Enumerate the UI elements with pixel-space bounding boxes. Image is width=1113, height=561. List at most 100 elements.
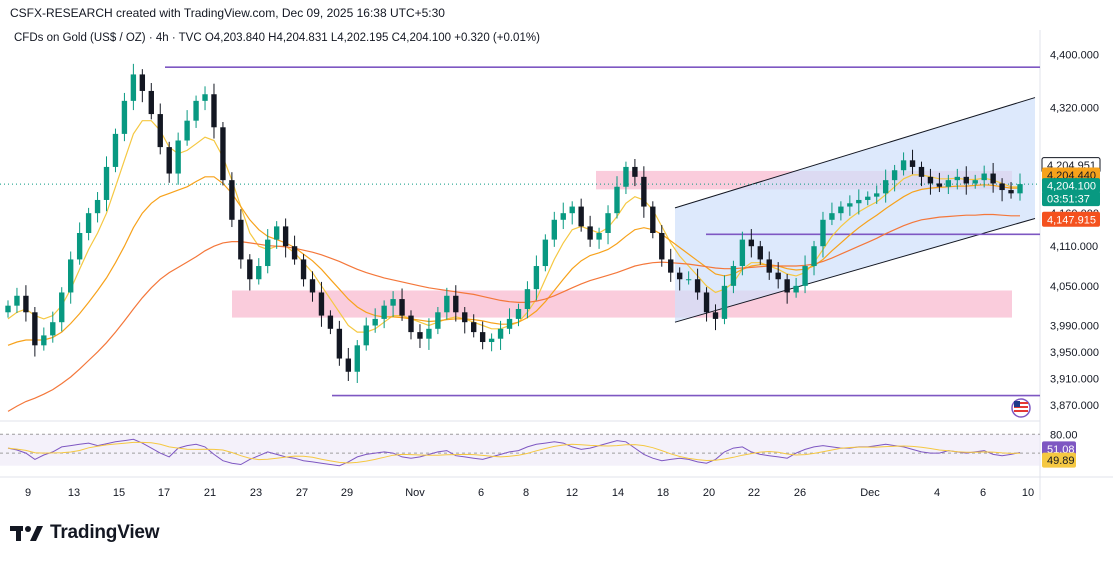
brand-name: TradingView — [50, 522, 160, 543]
candle-body — [256, 266, 262, 280]
candle-body — [94, 199, 101, 214]
rsi-value-tag — [1042, 441, 1076, 457]
candle-body — [856, 199, 862, 204]
candle-body — [157, 114, 163, 148]
ma-slow-line — [7, 213, 1020, 412]
candle-body — [291, 246, 298, 260]
candle-body — [909, 160, 916, 167]
candle-body — [623, 166, 629, 187]
x-tick-label: Dec — [860, 487, 880, 499]
price-tag-countdown — [1042, 191, 1100, 207]
candle-body — [139, 74, 146, 91]
candle-body — [542, 239, 549, 267]
x-tick-label: 22 — [748, 487, 760, 499]
candle-body — [265, 239, 271, 267]
candle-body — [193, 100, 199, 121]
candle-body — [847, 203, 853, 207]
candle-body — [23, 295, 29, 313]
x-tick-label: 14 — [612, 487, 624, 499]
rsi-ma-tag — [1042, 452, 1076, 468]
ma-mid-line — [7, 176, 1020, 346]
candle-body — [184, 120, 190, 141]
candle-body — [784, 279, 790, 293]
candle-body — [793, 285, 799, 293]
candle-body — [211, 94, 217, 128]
us-flag-icon[interactable] — [1011, 398, 1031, 418]
candle-body — [945, 180, 952, 187]
candle-body — [659, 233, 665, 260]
candle-body — [918, 166, 925, 177]
x-tick-label: 15 — [113, 487, 125, 499]
candle-body — [730, 266, 737, 286]
x-tick-label: 20 — [703, 487, 715, 499]
candle-body — [336, 328, 343, 359]
x-tick-label: 6 — [478, 487, 484, 499]
candle-body — [569, 206, 575, 214]
channel-fill — [675, 97, 1035, 323]
candle-body — [497, 328, 504, 339]
x-tick-label: 29 — [341, 487, 353, 499]
y-tick-label: 4,400.000 — [1050, 50, 1099, 62]
channel-lower-line — [674, 217, 1036, 323]
candle-body — [121, 100, 128, 134]
y-tick-label: 3,870.000 — [1050, 400, 1099, 412]
candle-body — [882, 180, 889, 194]
candle-body — [999, 183, 1005, 191]
candle-body — [766, 259, 772, 273]
chart-header: CSFX-RESEARCH created with TradingView.c… — [10, 6, 445, 20]
candle-body — [954, 176, 960, 181]
x-tick-label: Nov — [405, 487, 425, 499]
symbol-ohlc-line: CFDs on Gold (US$ / OZ) · 4h · TVC O4,20… — [14, 32, 540, 44]
tradingview-brand: TradingView — [10, 522, 160, 544]
candle-body — [238, 219, 244, 260]
candle-body — [300, 259, 307, 280]
x-tick-label: 4 — [934, 487, 940, 499]
candle-body — [273, 226, 280, 240]
candle-body — [685, 279, 692, 281]
candle-body — [247, 259, 253, 280]
y-tick-label: 4,320.000 — [1050, 102, 1099, 114]
candle-body — [829, 213, 835, 220]
candle-body — [721, 285, 728, 319]
y-tick-label: 3,990.000 — [1050, 321, 1099, 333]
candle-body — [50, 322, 56, 336]
candle-body — [435, 312, 441, 329]
y-tick-label: 3,950.000 — [1050, 347, 1099, 359]
candle-body — [605, 213, 611, 233]
candle-body — [417, 332, 423, 339]
x-tick-label: 17 — [158, 487, 170, 499]
candle-body — [462, 312, 468, 323]
rsi-axis-label: 80.00 — [1050, 429, 1078, 441]
y-tick-label: 3,910.000 — [1050, 373, 1099, 385]
candle-body — [59, 292, 65, 323]
x-tick-label: 18 — [657, 487, 669, 499]
candle-body — [32, 312, 38, 346]
candle-body — [318, 292, 325, 316]
candle-body — [838, 206, 844, 214]
candle-body — [229, 180, 235, 220]
candle-body — [76, 233, 83, 260]
price-tag-ma — [1042, 211, 1100, 227]
candle-body — [408, 315, 414, 333]
candle-body — [578, 206, 584, 227]
candle-body — [85, 213, 92, 233]
candle-body — [471, 322, 477, 333]
candle-body — [112, 133, 119, 167]
price-tag-text: 4,204.100 — [1047, 181, 1096, 193]
candle-body — [479, 332, 486, 343]
candle-body — [641, 176, 647, 207]
candle-body — [712, 312, 719, 319]
candle-body — [327, 315, 334, 329]
candle-body — [551, 219, 557, 240]
candle-body — [990, 173, 996, 184]
candle-body — [874, 193, 880, 197]
candle-body — [381, 305, 387, 319]
candle-body — [703, 292, 710, 313]
price-tag-text: 03:51:37 — [1047, 194, 1090, 206]
candle-body — [444, 295, 450, 313]
candle-body — [1008, 190, 1014, 194]
rsi-ma-tag-text: 49.89 — [1047, 455, 1075, 467]
candle-body — [900, 160, 907, 171]
price-tag-last — [1042, 178, 1100, 194]
